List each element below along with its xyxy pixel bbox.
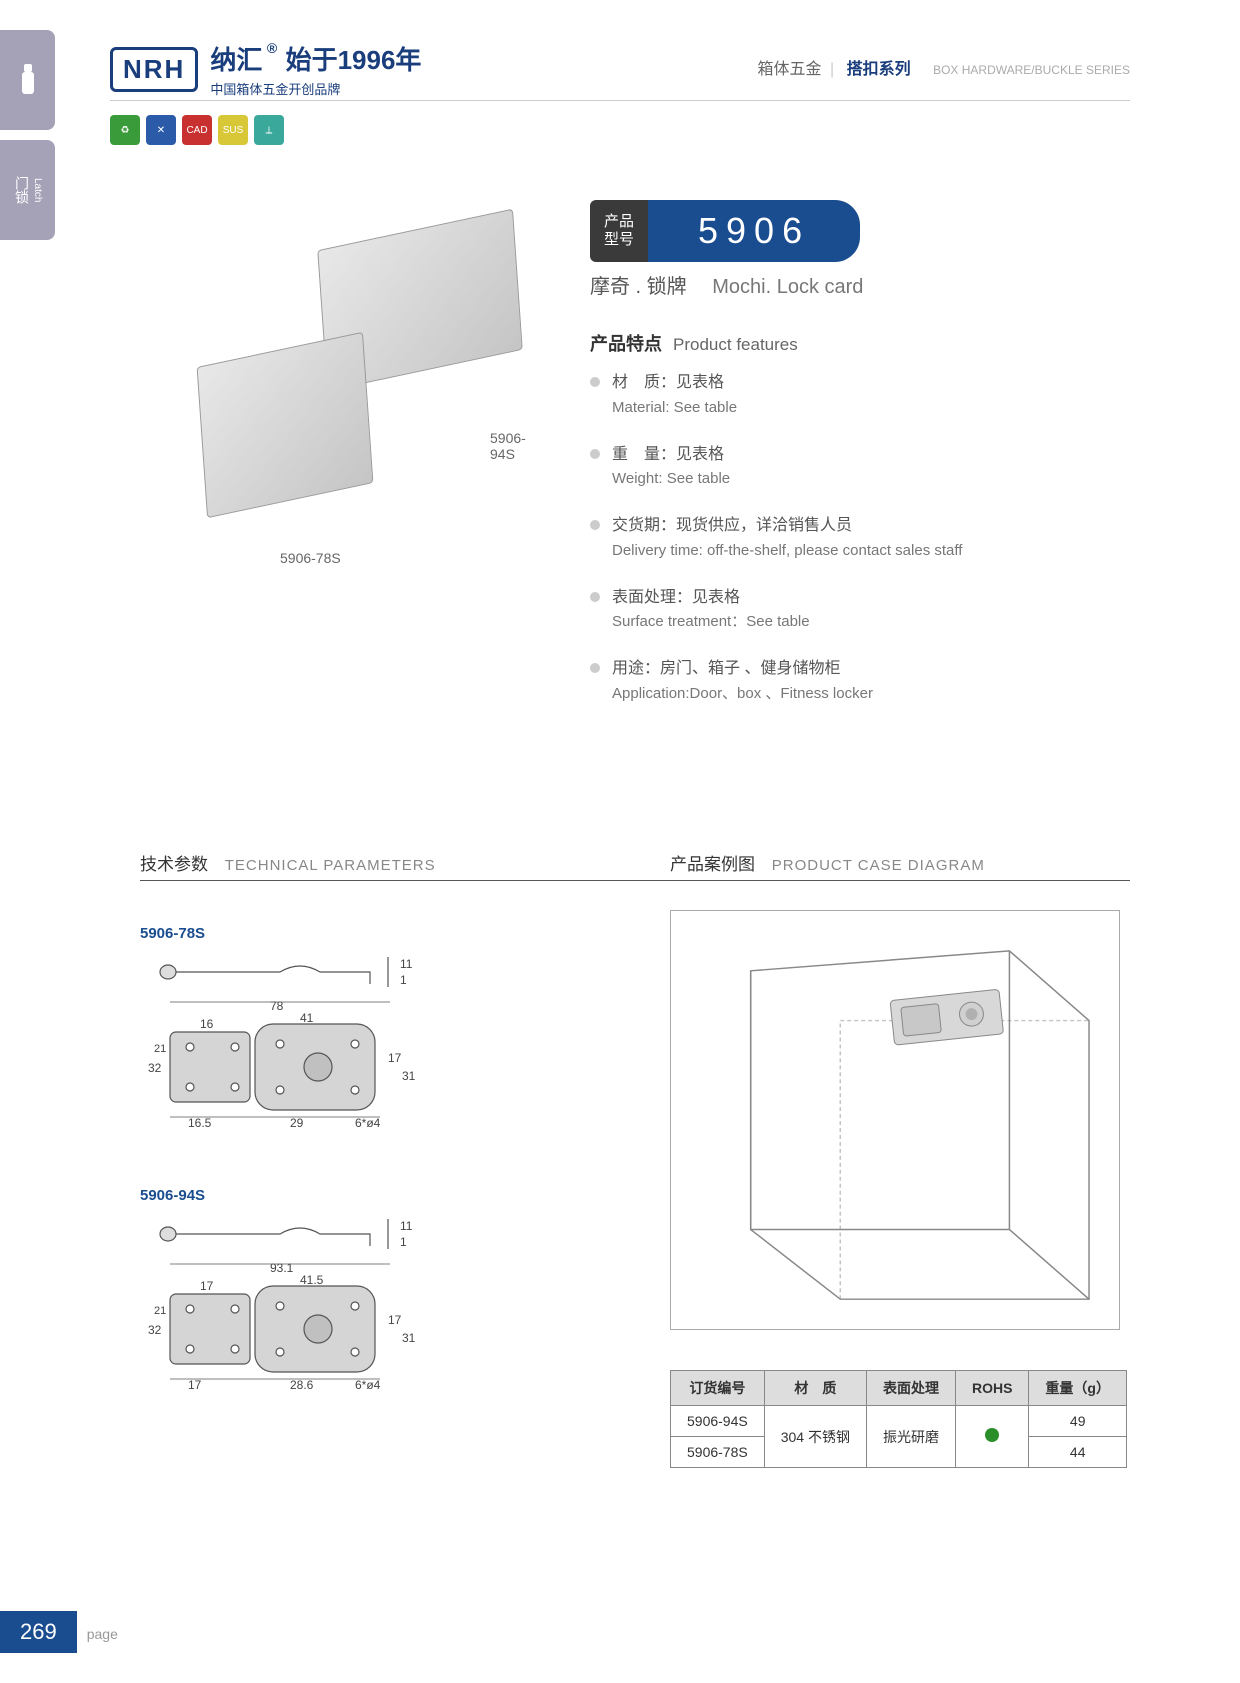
- svg-text:1: 1: [400, 1235, 407, 1249]
- img-label-2: 5906-78S: [280, 550, 341, 566]
- product-name-cn: 摩奇 . 锁牌: [590, 276, 687, 298]
- svg-text:6*ø4: 6*ø4: [355, 1116, 381, 1130]
- svg-text:11: 11: [400, 1219, 413, 1233]
- feature-item: 材 质：见表格Material: See table: [590, 370, 1130, 420]
- svg-text:21: 21: [154, 1305, 166, 1317]
- svg-text:29: 29: [290, 1116, 304, 1130]
- table-header: ROHS: [955, 1371, 1028, 1406]
- cat-cn2: 搭扣系列: [847, 61, 911, 78]
- spec-table: 订货编号材 质表面处理ROHS重量（g） 5906-94S 304 不锈钢 振光…: [670, 1370, 1127, 1468]
- header: NRH 纳汇 ® 始于1996年 中国箱体五金开创品牌: [110, 40, 421, 98]
- feature-item: 表面处理：见表格Surface treatment：See table: [590, 585, 1130, 635]
- feature-item: 交货期：现货供应，详洽销售人员Delivery time: off-the-sh…: [590, 513, 1130, 563]
- rohs-dot: [985, 1428, 999, 1442]
- icon-badge: CAD: [182, 115, 212, 145]
- model-number: 5906: [648, 200, 860, 262]
- brand-sub: 中国箱体五金开创品牌: [210, 79, 421, 98]
- features-title: 产品特点 Product features: [590, 330, 798, 356]
- table-header: 订货编号: [671, 1371, 765, 1406]
- svg-text:16: 16: [200, 1017, 214, 1031]
- model-label: 产品 型号: [590, 200, 648, 262]
- product-name-en: Mochi. Lock card: [712, 276, 863, 298]
- svg-text:16.5: 16.5: [188, 1116, 212, 1130]
- svg-text:6*ø4: 6*ø4: [355, 1378, 381, 1392]
- svg-text:41: 41: [300, 1011, 314, 1025]
- svg-text:41.5: 41.5: [300, 1273, 324, 1287]
- diagram-label: 5906-94S: [140, 1187, 460, 1204]
- img-label-1: 5906-94S: [490, 430, 540, 462]
- page-label: page: [87, 1626, 118, 1642]
- tech-diagrams: 5906-78S 11 1 78 16 41 32 21 17 31 16.5 …: [140, 895, 460, 1419]
- icon-badges: ♻✕CADSUS⟂: [110, 115, 284, 145]
- sidebar-cn: 门锁: [12, 176, 32, 204]
- sidebar-tab-icon: [0, 30, 55, 130]
- brand-tag: 始于1996年: [286, 45, 422, 75]
- table-header: 表面处理: [866, 1371, 955, 1406]
- model-badge: 产品 型号 5906: [590, 200, 860, 262]
- cat-cn1: 箱体五金: [758, 61, 822, 78]
- svg-text:17: 17: [188, 1378, 202, 1392]
- icon-badge: ⟂: [254, 115, 284, 145]
- icon-badge: SUS: [218, 115, 248, 145]
- table-header: 材 质: [764, 1371, 866, 1406]
- feature-item: 重 量：见表格Weight: See table: [590, 442, 1130, 492]
- svg-text:11: 11: [400, 957, 413, 971]
- cat-en: BOX HARDWARE/BUCKLE SERIES: [933, 63, 1130, 77]
- svg-text:17: 17: [200, 1279, 214, 1293]
- svg-text:1: 1: [400, 973, 407, 987]
- svg-text:93.1: 93.1: [270, 1261, 294, 1275]
- svg-text:17: 17: [388, 1051, 402, 1065]
- case-title: 产品案例图 PRODUCT CASE DIAGRAM: [670, 850, 985, 875]
- svg-text:31: 31: [402, 1069, 416, 1083]
- header-category: 箱体五金 | 搭扣系列 BOX HARDWARE/BUCKLE SERIES: [758, 55, 1130, 79]
- icon-badge: ✕: [146, 115, 176, 145]
- page-footer: 269 page: [0, 1611, 118, 1653]
- product-images: 5906-94S 5906-78S: [180, 230, 540, 590]
- tech-diagram: 5906-78S 11 1 78 16 41 32 21 17 31 16.5 …: [140, 925, 460, 1157]
- sidebar-en: Latch: [32, 178, 43, 202]
- svg-text:32: 32: [148, 1061, 162, 1075]
- feature-item: 用途：房门、箱子 、健身储物柜Application:Door、box 、Fit…: [590, 656, 1130, 706]
- table-header: 重量（g）: [1029, 1371, 1127, 1406]
- tech-title: 技术参数 TECHNICAL PARAMETERS: [140, 850, 436, 875]
- svg-text:21: 21: [154, 1043, 166, 1055]
- tech-divider: [140, 880, 1130, 881]
- features-list: 材 质：见表格Material: See table 重 量：见表格Weight:…: [590, 370, 1130, 728]
- svg-text:17: 17: [388, 1313, 402, 1327]
- header-divider: [110, 100, 1130, 101]
- page-number: 269: [0, 1611, 77, 1653]
- brand-cn: 纳汇: [210, 45, 262, 75]
- case-diagram: [670, 910, 1120, 1330]
- svg-text:31: 31: [402, 1331, 416, 1345]
- svg-text:28.6: 28.6: [290, 1378, 314, 1392]
- diagram-label: 5906-78S: [140, 925, 460, 942]
- svg-text:32: 32: [148, 1323, 162, 1337]
- table-row: 5906-94S 304 不锈钢 振光研磨 49: [671, 1406, 1127, 1437]
- svg-text:78: 78: [270, 999, 284, 1013]
- logo: NRH: [110, 47, 198, 92]
- icon-badge: ♻: [110, 115, 140, 145]
- product-name: 摩奇 . 锁牌 Mochi. Lock card: [590, 270, 863, 299]
- tech-diagram: 5906-94S 11 1 93.1 17 41.5 32 21 17 31 1…: [140, 1187, 460, 1419]
- sidebar-tab-latch: Latch 门锁: [0, 140, 55, 240]
